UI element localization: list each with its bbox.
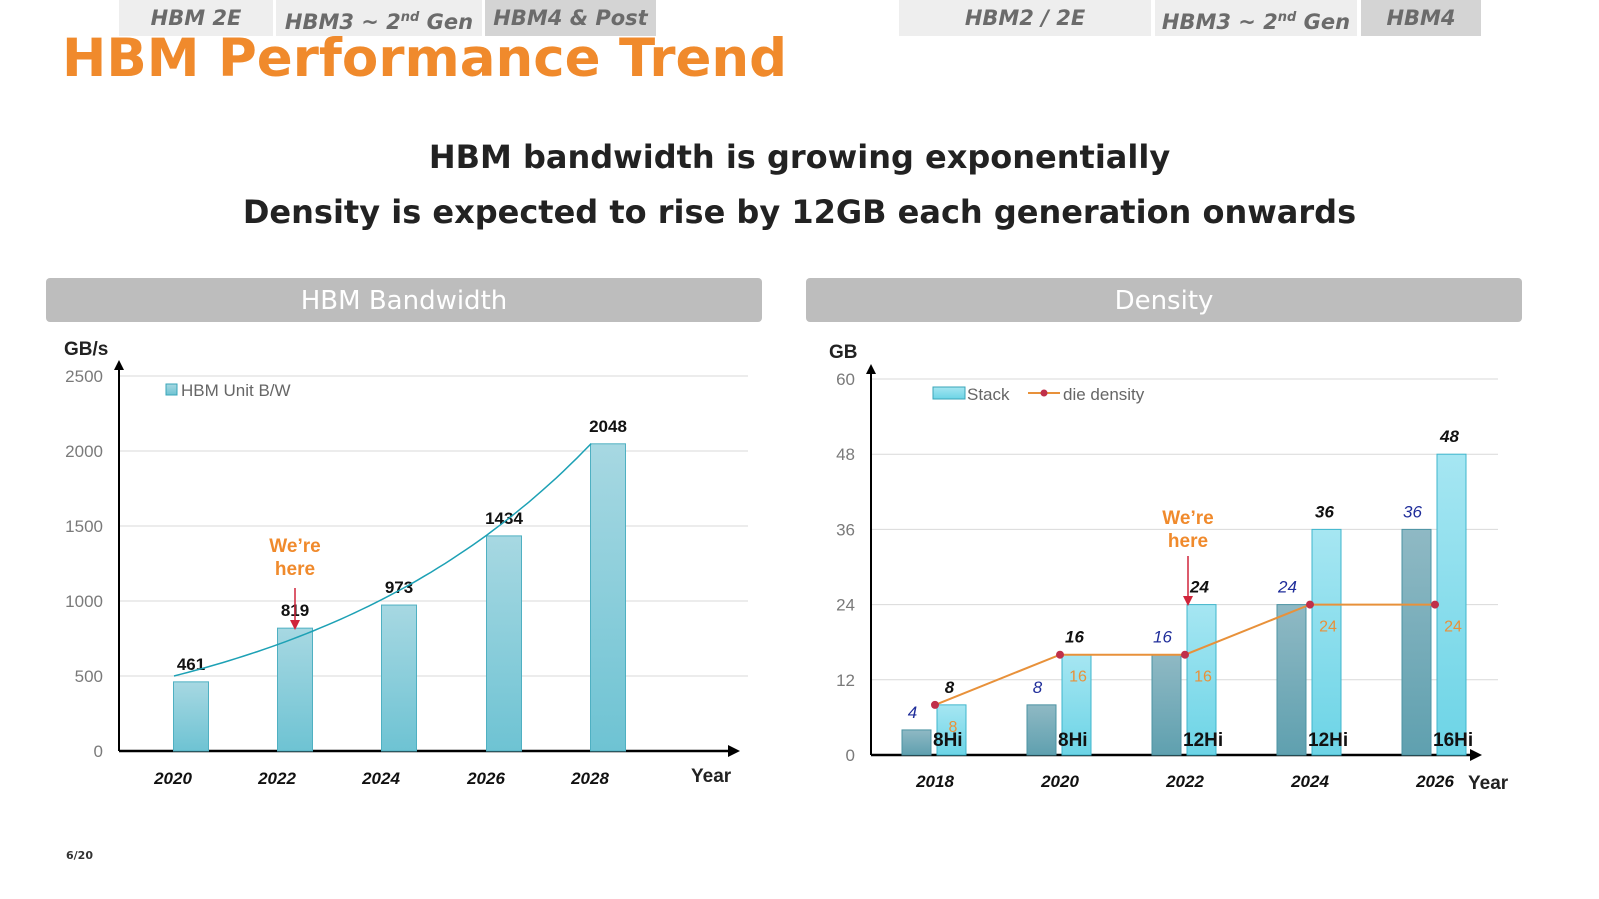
- were-here-arrowhead: [290, 620, 300, 630]
- bar-stack: [1186, 604, 1217, 756]
- subtitle-density: Density is expected to rise by 12GB each…: [242, 193, 1357, 231]
- were-here-arrowhead: [1183, 596, 1193, 606]
- x-tick-label: 2026: [1415, 772, 1454, 791]
- bar: [590, 443, 626, 752]
- data-label-stack: 16: [1065, 628, 1084, 647]
- data-label-prev: 36: [1403, 502, 1422, 521]
- x-tick-label: 2020: [1040, 772, 1079, 791]
- y-tick-label: 12: [836, 671, 855, 690]
- data-label: 973: [385, 578, 413, 597]
- legend-label-line: die density: [1063, 385, 1145, 404]
- y-axis-title: GB/s: [64, 339, 108, 360]
- y-tick-label: 0: [94, 742, 103, 761]
- bar-stack: [1311, 528, 1342, 756]
- x-tick-label: 2022: [1165, 772, 1204, 791]
- y-axis-arrow: [114, 360, 124, 370]
- y-tick-label: 24: [836, 596, 855, 615]
- bar-prev-gen: [1276, 604, 1307, 756]
- bar: [486, 535, 522, 752]
- x-axis-arrow: [728, 745, 740, 757]
- x-tick-label: 2018: [915, 772, 954, 791]
- were-here-label: here: [275, 559, 315, 580]
- subtitle-bandwidth: HBM bandwidth is growing exponentially: [428, 138, 1171, 176]
- gen-label-hbm4-post: HBM4 & Post: [485, 0, 656, 36]
- x-tick-label: 2028: [570, 769, 609, 788]
- gen-label-hbm3-density: HBM3 ~ 2nd Gen: [1155, 0, 1357, 36]
- bar: [277, 627, 313, 752]
- legend-swatch: [165, 383, 178, 396]
- y-tick-label: 2500: [65, 367, 103, 386]
- die-density-label: 8: [949, 719, 958, 736]
- data-label-stack: 36: [1315, 502, 1334, 521]
- x-tick-label: 2024: [1290, 772, 1329, 791]
- x-tick-label: 2020: [153, 769, 192, 788]
- data-label-stack: 8: [945, 678, 955, 697]
- legend-swatch-stack: [932, 386, 966, 400]
- data-label-prev: 24: [1277, 578, 1297, 597]
- die-density-label: 16: [1069, 669, 1087, 686]
- gen-label-hbm2e: HBM 2E: [119, 0, 273, 36]
- y-tick-label: 2000: [65, 442, 103, 461]
- data-label: 2048: [589, 417, 627, 436]
- stack-height-label: 16Hi: [1433, 730, 1473, 751]
- trend-line: [173, 443, 592, 677]
- data-label-prev: 16: [1153, 628, 1172, 647]
- bandwidth-panel-header: HBM Bandwidth: [46, 278, 762, 322]
- x-tick-label: 2024: [361, 769, 400, 788]
- x-tick-label: 2026: [466, 769, 505, 788]
- data-label-stack: 24: [1189, 578, 1209, 597]
- stack-height-label: 12Hi: [1308, 730, 1348, 751]
- bar-prev-gen: [1026, 704, 1057, 756]
- die-density-point: [1306, 600, 1314, 609]
- bar-prev-gen: [1401, 528, 1432, 756]
- y-tick-label: 500: [75, 667, 103, 686]
- bar-prev-gen: [901, 729, 932, 756]
- die-density-label: 24: [1319, 619, 1337, 636]
- x-tick-label: 2022: [257, 769, 296, 788]
- y-tick-label: 36: [836, 520, 855, 539]
- y-axis-title: GB: [829, 342, 858, 363]
- die-density-label: 16: [1194, 669, 1212, 686]
- x-axis-title: Year: [1468, 773, 1509, 794]
- stack-height-label: 8Hi: [933, 730, 963, 751]
- y-tick-label: 60: [836, 370, 855, 389]
- were-here-label: We’re: [269, 536, 320, 557]
- page-title: HBM Performance Trend: [62, 28, 788, 89]
- y-axis-arrow: [866, 364, 876, 374]
- die-density-label: 24: [1444, 619, 1462, 636]
- gen-label-hbm3: HBM3 ~ 2nd Gen: [276, 0, 482, 36]
- legend-label: HBM Unit B/W: [181, 381, 291, 400]
- stack-height-label: 12Hi: [1183, 730, 1223, 751]
- y-tick-label: 48: [836, 445, 855, 464]
- bar-stack: [1436, 453, 1467, 756]
- data-label-prev: 4: [908, 703, 917, 722]
- bar: [381, 604, 417, 752]
- gen-label-hbm4: HBM4: [1361, 0, 1481, 36]
- legend-swatch-point: [1040, 389, 1048, 397]
- bar-prev-gen: [1151, 654, 1182, 756]
- die-density-point: [1181, 650, 1189, 659]
- die-density-point: [931, 700, 939, 709]
- gen-label-hbm2-2e: HBM2 / 2E: [899, 0, 1151, 36]
- x-axis-arrow: [1470, 749, 1482, 761]
- were-here-label: here: [1168, 531, 1208, 552]
- stack-height-label: 8Hi: [1058, 730, 1088, 751]
- die-density-point: [1431, 600, 1439, 609]
- bar-stack: [936, 704, 967, 756]
- data-label-stack: 48: [1439, 427, 1459, 446]
- die-density-point: [1056, 650, 1064, 659]
- y-tick-label: 1500: [65, 517, 103, 536]
- y-tick-label: 1000: [65, 592, 103, 611]
- data-label-prev: 8: [1033, 678, 1043, 697]
- density-panel-header: Density: [806, 278, 1522, 322]
- bar: [173, 681, 209, 752]
- page-number: 6/20: [66, 849, 93, 862]
- y-tick-label: 0: [846, 746, 855, 765]
- x-axis-title: Year: [691, 766, 732, 787]
- legend-label-stack: Stack: [967, 385, 1010, 404]
- were-here-label: We’re: [1162, 508, 1213, 529]
